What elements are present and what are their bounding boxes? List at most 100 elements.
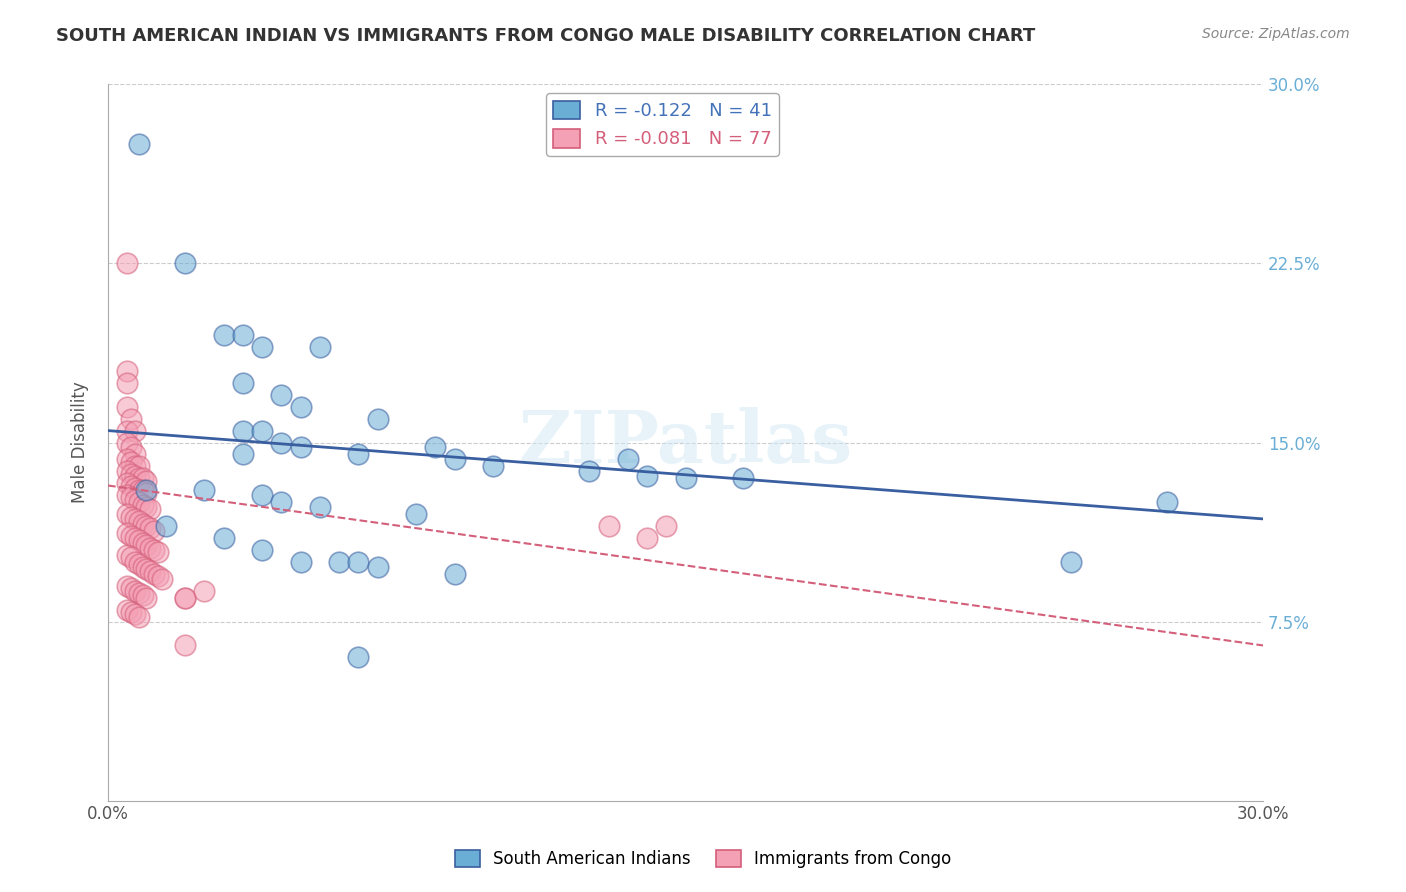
Point [636, 469, 658, 483]
Point [128, 533, 150, 548]
Point [655, 519, 678, 533]
Point [347, 447, 370, 461]
Point [124, 424, 146, 438]
Point [347, 555, 370, 569]
Point [675, 471, 697, 485]
Point [128, 137, 150, 152]
Point [146, 569, 169, 583]
Point [120, 605, 142, 619]
Point [270, 495, 292, 509]
Point [290, 555, 312, 569]
Point [290, 400, 312, 414]
Point [124, 583, 146, 598]
Point [135, 519, 157, 533]
Point [443, 452, 465, 467]
Point [120, 478, 142, 492]
Point [120, 581, 142, 595]
Point [117, 488, 139, 502]
Point [131, 516, 153, 531]
Point [131, 483, 153, 498]
Point [212, 531, 235, 545]
Point [128, 459, 150, 474]
Point [308, 340, 330, 354]
Point [128, 558, 150, 572]
Point [578, 464, 600, 478]
Point [124, 481, 146, 495]
Point [367, 411, 389, 425]
Point [482, 459, 505, 474]
Point [347, 650, 370, 665]
Point [1156, 495, 1178, 509]
Point [128, 586, 150, 600]
Text: ZIPatlas: ZIPatlas [519, 407, 852, 478]
Point [124, 512, 146, 526]
Point [232, 424, 254, 438]
Point [131, 471, 153, 485]
Point [120, 528, 142, 542]
Point [617, 452, 640, 467]
Point [117, 602, 139, 616]
Text: Source: ZipAtlas.com: Source: ZipAtlas.com [1202, 27, 1350, 41]
Point [135, 485, 157, 500]
Point [120, 509, 142, 524]
Point [598, 519, 620, 533]
Point [117, 435, 139, 450]
Point [131, 559, 153, 574]
Text: SOUTH AMERICAN INDIAN VS IMMIGRANTS FROM CONGO MALE DISABILITY CORRELATION CHART: SOUTH AMERICAN INDIAN VS IMMIGRANTS FROM… [56, 27, 1035, 45]
Point [128, 514, 150, 528]
Point [124, 459, 146, 474]
Point [120, 467, 142, 481]
Point [124, 531, 146, 545]
Point [135, 591, 157, 605]
Point [120, 491, 142, 505]
Point [443, 566, 465, 581]
Point [174, 591, 197, 605]
Point [124, 469, 146, 483]
Point [636, 531, 658, 545]
Point [131, 498, 153, 512]
Point [135, 483, 157, 498]
Point [250, 340, 273, 354]
Point [135, 474, 157, 488]
Point [117, 400, 139, 414]
Point [193, 583, 215, 598]
Point [1060, 555, 1083, 569]
Point [143, 543, 166, 558]
Point [270, 435, 292, 450]
Point [124, 555, 146, 569]
Point [250, 543, 273, 558]
Point [120, 455, 142, 469]
Point [135, 562, 157, 576]
Point [174, 639, 197, 653]
Point [139, 541, 162, 555]
Point [131, 588, 153, 602]
Point [120, 411, 142, 425]
Point [117, 256, 139, 270]
Point [139, 565, 162, 579]
Point [131, 536, 153, 550]
Y-axis label: Male Disability: Male Disability [72, 382, 89, 503]
Point [117, 364, 139, 378]
Point [139, 502, 162, 516]
Point [150, 572, 173, 586]
Point [128, 609, 150, 624]
Point [405, 507, 427, 521]
Point [174, 256, 197, 270]
Point [367, 559, 389, 574]
Point [117, 548, 139, 562]
Point [139, 521, 162, 535]
Point [143, 566, 166, 581]
Point [232, 328, 254, 343]
Point [117, 424, 139, 438]
Legend: South American Indians, Immigrants from Congo: South American Indians, Immigrants from … [449, 843, 957, 875]
Point [128, 483, 150, 498]
Point [128, 471, 150, 485]
Point [733, 471, 755, 485]
Point [250, 488, 273, 502]
Point [120, 550, 142, 565]
Point [135, 538, 157, 552]
Point [124, 447, 146, 461]
Point [174, 591, 197, 605]
Point [232, 376, 254, 390]
Point [117, 526, 139, 541]
